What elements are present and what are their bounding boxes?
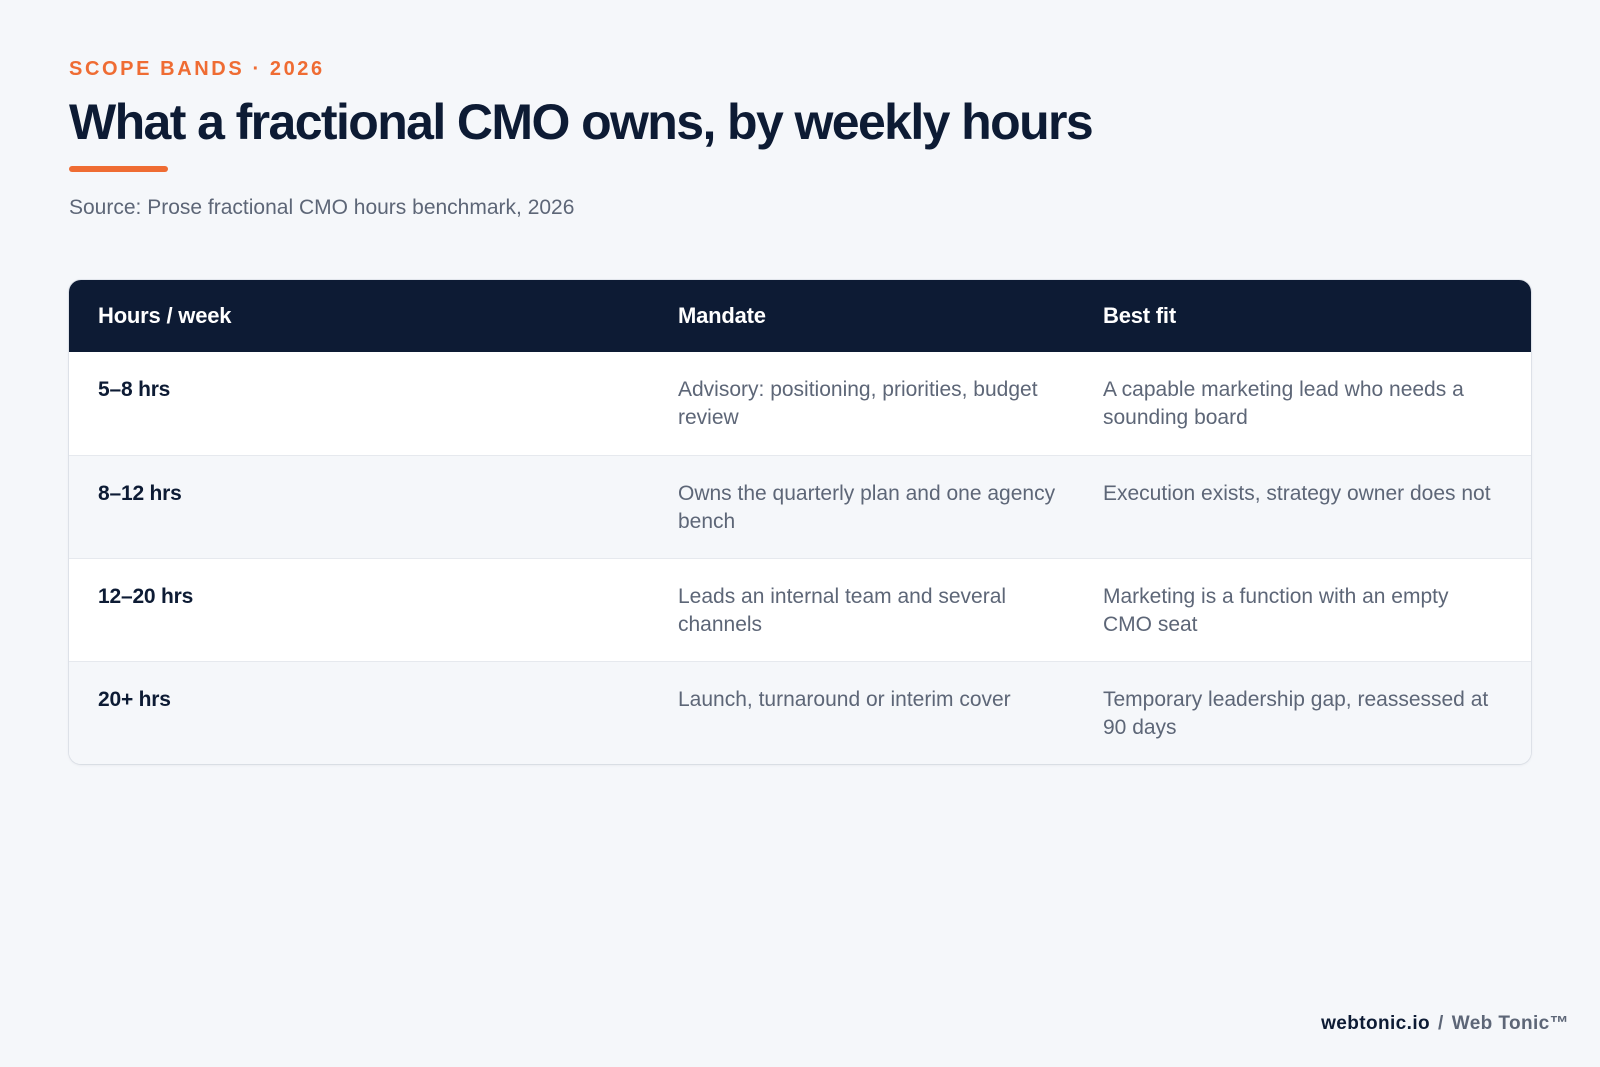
cell-hours: 12–20 hrs <box>98 584 194 608</box>
table-body: 5–8 hrs Advisory: positioning, prioritie… <box>69 352 1531 764</box>
footer-credit: webtonic.io / Web Tonic™ <box>1321 1013 1569 1035</box>
page-title: What a fractional CMO owns, by weekly ho… <box>69 94 1094 150</box>
table-row: 8–12 hrs Owns the quarterly plan and one… <box>69 455 1531 558</box>
source-note: Source: Prose fractional CMO hours bench… <box>69 196 575 219</box>
table: Hours / week Mandate Best fit 5–8 hrs Ad… <box>69 280 1531 764</box>
cell-best-fit: Temporary leadership gap, reassessed at … <box>1103 687 1489 739</box>
cell-mandate: Advisory: positioning, priorities, budge… <box>678 378 1038 429</box>
cell-best-fit: A capable marketing lead who needs a sou… <box>1103 378 1464 429</box>
cell-hours: 8–12 hrs <box>98 481 182 505</box>
column-header-best-fit: Best fit <box>1103 303 1176 328</box>
column-header-mandate: Mandate <box>678 303 766 328</box>
header-row: Hours / week Mandate Best fit <box>69 280 1531 352</box>
page: SCOPE BANDS · 2026 What a fractional CMO… <box>69 0 1531 1067</box>
column-header-hours: Hours / week <box>98 303 232 328</box>
table-header: Hours / week Mandate Best fit <box>69 280 1531 352</box>
scope-bands-table: Hours / week Mandate Best fit 5–8 hrs Ad… <box>69 280 1531 764</box>
cell-mandate: Leads an internal team and several chann… <box>678 584 1007 636</box>
footer-domain: webtonic.io <box>1321 1013 1431 1034</box>
cell-hours: 5–8 hrs <box>98 378 171 401</box>
cell-hours: 20+ hrs <box>98 687 171 711</box>
table-row: 5–8 hrs Advisory: positioning, prioritie… <box>69 352 1531 455</box>
table-row: 20+ hrs Launch, turnaround or interim co… <box>69 661 1531 764</box>
table-row: 12–20 hrs Leads an internal team and sev… <box>69 558 1531 661</box>
cell-best-fit: Execution exists, strategy owner does no… <box>1103 481 1491 505</box>
cell-mandate: Owns the quarterly plan and one agency b… <box>678 481 1056 533</box>
cell-best-fit: Marketing is a function with an empty CM… <box>1103 584 1449 636</box>
cell-mandate: Launch, turnaround or interim cover <box>678 687 1011 711</box>
eyebrow-label: SCOPE BANDS · 2026 <box>69 58 325 80</box>
footer-brand: Web Tonic™ <box>1451 1013 1569 1034</box>
title-accent-rule <box>69 166 168 172</box>
footer-separator: / <box>1438 1013 1444 1034</box>
